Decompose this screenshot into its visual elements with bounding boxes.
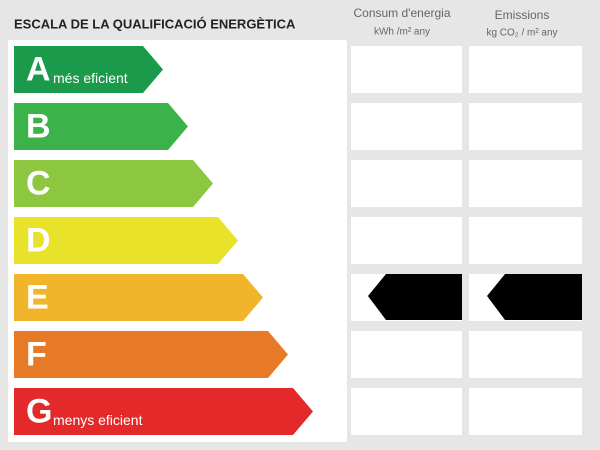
class-letter: D bbox=[26, 221, 51, 259]
class-letter: C bbox=[26, 164, 51, 202]
class-arrow bbox=[14, 103, 188, 150]
cell bbox=[351, 331, 462, 378]
class-arrow bbox=[14, 217, 238, 264]
class-letter: A bbox=[26, 50, 51, 88]
class-arrow bbox=[14, 160, 213, 207]
class-label: menys eficient bbox=[53, 412, 143, 428]
cell bbox=[469, 217, 582, 264]
class-letter: G bbox=[26, 392, 52, 430]
title: ESCALA DE LA QUALIFICACIÓ ENERGÈTICA bbox=[14, 16, 296, 31]
rating-marker bbox=[487, 274, 582, 320]
class-letter: B bbox=[26, 107, 51, 145]
cell bbox=[351, 217, 462, 264]
cell bbox=[469, 103, 582, 150]
cell bbox=[469, 388, 582, 435]
cell bbox=[351, 46, 462, 93]
column-title: Emissions bbox=[495, 8, 550, 22]
class-letter: E bbox=[26, 278, 49, 316]
cell bbox=[469, 46, 582, 93]
column-unit: kg CO₂ / m² any bbox=[486, 28, 557, 39]
cell bbox=[469, 331, 582, 378]
class-arrow bbox=[14, 46, 163, 93]
cell bbox=[351, 103, 462, 150]
column-title: Consum d'energia bbox=[353, 6, 450, 20]
class-letter: F bbox=[26, 335, 47, 373]
class-arrow bbox=[14, 388, 313, 435]
column-unit: kWh /m² any bbox=[374, 27, 430, 38]
cell bbox=[351, 388, 462, 435]
cell bbox=[351, 160, 462, 207]
class-arrow bbox=[14, 274, 263, 321]
rating-marker bbox=[368, 274, 462, 320]
class-arrow bbox=[14, 331, 288, 378]
cell bbox=[469, 160, 582, 207]
class-label: més eficient bbox=[53, 70, 128, 86]
